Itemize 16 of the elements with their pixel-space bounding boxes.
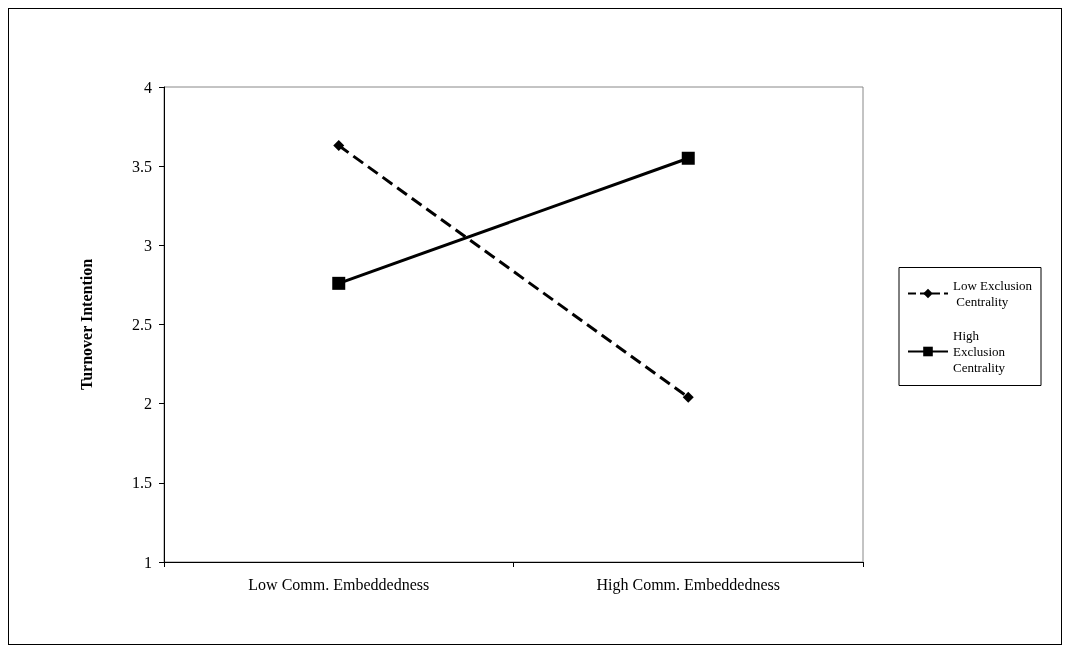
x-tick-label: High Comm. Embeddedness bbox=[596, 575, 781, 594]
y-tick-label: 1 bbox=[144, 553, 152, 571]
x-tick-label: Low Comm. Embeddedness bbox=[248, 575, 430, 593]
y-tick-label: 2 bbox=[144, 395, 152, 413]
legend-label: High Exclusion Centrality bbox=[953, 328, 1009, 375]
y-axis-title: Turnover Intention bbox=[77, 258, 95, 391]
y-tick-label: 3 bbox=[144, 236, 152, 254]
legend-label: Low Exclusion Centrality bbox=[953, 278, 1033, 309]
point bbox=[682, 391, 694, 403]
y-tick-label: 2.5 bbox=[132, 316, 152, 333]
point bbox=[332, 276, 346, 290]
point bbox=[681, 151, 695, 165]
point bbox=[333, 140, 345, 152]
y-tick-label: 4 bbox=[144, 78, 152, 96]
y-tick-label: 1.5 bbox=[132, 474, 152, 492]
y-tick-label: 3.5 bbox=[132, 157, 152, 175]
